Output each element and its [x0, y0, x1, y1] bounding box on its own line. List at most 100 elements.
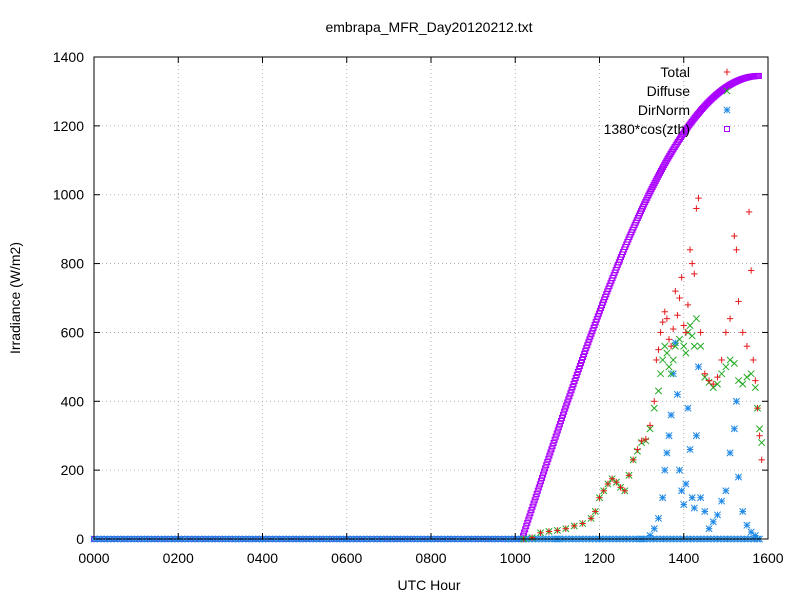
- total-point: [686, 246, 694, 253]
- dirnorm-point: [678, 487, 686, 495]
- cos-zth-point: [529, 503, 536, 510]
- cos-zth-point: [572, 374, 579, 381]
- total-point: [604, 480, 612, 488]
- x-tick-label: 0200: [163, 550, 194, 566]
- total-point: [659, 318, 666, 326]
- y-tick-label: 600: [61, 324, 85, 340]
- x-tick-label: 1400: [668, 550, 699, 566]
- total-point: [678, 274, 685, 281]
- x-tick-label: 0000: [78, 550, 109, 566]
- cos-zth-point: [552, 433, 559, 440]
- diffuse-point: [650, 404, 658, 412]
- total-point: [691, 270, 698, 278]
- diffuse-point: [722, 363, 730, 371]
- total-point: [697, 329, 704, 336]
- legend-swatch: [723, 106, 731, 114]
- total-point: [646, 422, 654, 429]
- cos-zth-point: [528, 507, 535, 514]
- total-point: [743, 343, 751, 350]
- total-point: [682, 329, 690, 336]
- total-point: [665, 336, 673, 343]
- cos-zth-point: [567, 390, 574, 397]
- diffuse-point: [718, 370, 726, 378]
- total-point: [735, 298, 742, 305]
- total-point: [642, 435, 650, 443]
- total-point: [663, 315, 671, 322]
- series-3: [91, 72, 762, 542]
- total-point: [608, 475, 616, 482]
- cos-zth-point: [533, 490, 540, 497]
- cos-zth-point: [569, 384, 576, 391]
- diffuse-point: [663, 349, 671, 357]
- diffuse-point: [654, 387, 663, 395]
- total-point: [600, 487, 607, 494]
- dirnorm-point: [692, 432, 700, 440]
- cos-zth-point: [541, 468, 548, 475]
- cos-zth-point: [559, 414, 566, 421]
- diffuse-point: [682, 349, 690, 357]
- cos-zth-point: [755, 72, 762, 79]
- total-point: [653, 356, 660, 364]
- diffuse-point: [709, 383, 717, 392]
- y-tick-label: 1400: [53, 49, 84, 65]
- total-point: [621, 487, 628, 494]
- legend-label: 1380*cos(zth): [604, 121, 690, 137]
- cos-zth-point: [553, 430, 560, 437]
- cos-zth-point: [544, 458, 551, 465]
- dirnorm-point: [739, 507, 747, 516]
- total-point: [739, 329, 746, 336]
- cos-zth-point: [574, 368, 581, 375]
- series-1: [520, 315, 766, 543]
- diffuse-point: [730, 359, 738, 367]
- total-point: [674, 312, 681, 319]
- diffuse-point: [686, 321, 694, 330]
- total-point: [747, 267, 755, 274]
- dirnorm-point: [663, 449, 671, 457]
- total-point: [676, 294, 683, 302]
- dirnorm-point: [690, 504, 698, 512]
- total-point: [733, 246, 740, 253]
- dirnorm-point: [673, 390, 681, 398]
- total-point: [756, 432, 763, 439]
- diffuse-point: [701, 373, 709, 381]
- diffuse-point: [734, 377, 743, 385]
- legend-swatch: [723, 68, 731, 76]
- diffuse-point: [739, 380, 747, 388]
- dirnorm-point: [722, 487, 730, 495]
- dirnorm-point: [718, 497, 726, 505]
- diffuse-point: [646, 425, 654, 433]
- dirnorm-point: [732, 397, 740, 405]
- grid: [94, 57, 768, 539]
- plot-area: [90, 72, 766, 543]
- y-tick-label: 400: [61, 393, 85, 409]
- total-point: [545, 528, 553, 535]
- total-point: [651, 398, 658, 405]
- diffuse-point: [667, 370, 675, 378]
- total-point: [625, 472, 633, 479]
- total-point: [718, 356, 725, 364]
- total-point: [752, 377, 759, 384]
- cos-zth-point: [545, 455, 552, 462]
- dirnorm-point: [682, 480, 690, 488]
- diffuse-point: [690, 342, 698, 350]
- total-point: [726, 315, 734, 322]
- total-point: [722, 329, 730, 336]
- total-point: [672, 287, 679, 295]
- cos-zth-point: [525, 516, 532, 523]
- y-tick-label: 0: [76, 531, 84, 547]
- cos-zth-point: [537, 478, 544, 485]
- cos-zth-point: [530, 500, 537, 507]
- diffuse-point: [669, 356, 677, 364]
- dirnorm-point: [654, 514, 663, 522]
- cos-zth-point: [562, 405, 569, 412]
- diffuse-point: [692, 315, 700, 323]
- legend: Total Diffuse DirNorm 1380*cos(zth): [604, 64, 731, 137]
- x-axis-label: UTC Hour: [397, 577, 460, 593]
- total-point: [579, 520, 586, 527]
- legend-label: Diffuse: [647, 83, 691, 99]
- dirnorm-point: [680, 501, 688, 509]
- dirnorm-point: [694, 363, 703, 371]
- total-point: [754, 404, 761, 412]
- total-point: [680, 322, 687, 329]
